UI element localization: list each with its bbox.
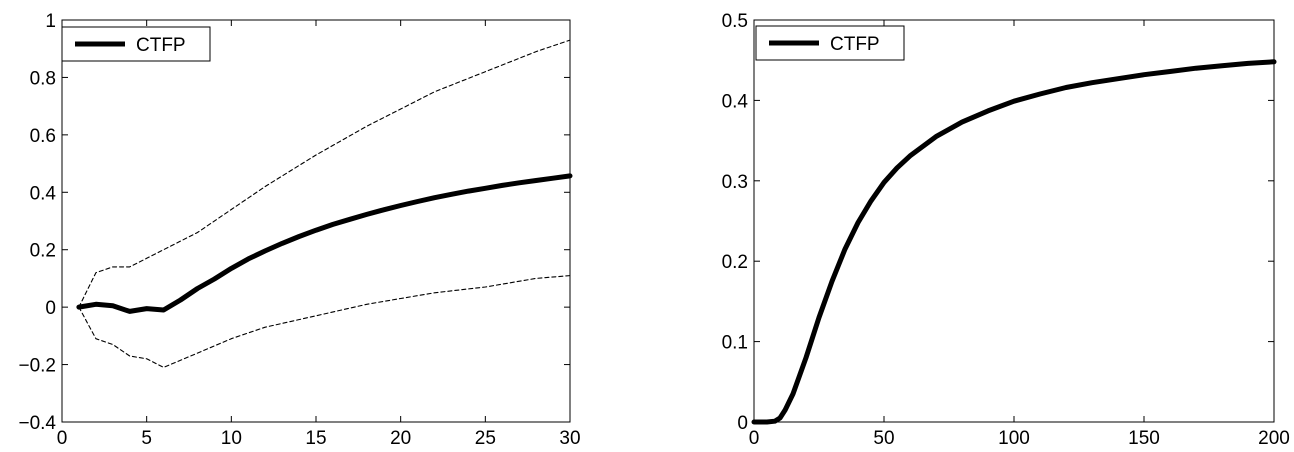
x-tick-label: 30 <box>559 428 580 449</box>
legend-label: CTFP <box>136 35 186 56</box>
upper-band-line <box>78 39 571 308</box>
y-tick-label: 0.2 <box>30 241 56 262</box>
y-tick-label: 0.2 <box>722 252 748 273</box>
y-tick-label: 0.8 <box>30 68 56 89</box>
plot-frame <box>753 19 1275 423</box>
y-tick-label: −0.4 <box>18 413 56 434</box>
x-tick-label: 150 <box>1128 428 1160 449</box>
x-tick-label: 100 <box>998 428 1030 449</box>
y-tick-label: 0.5 <box>722 11 748 32</box>
y-tick-label: 0.4 <box>30 183 57 204</box>
plot-frame <box>61 19 571 423</box>
x-tick-label: 15 <box>305 428 326 449</box>
lower-band-line <box>78 275 571 368</box>
y-tick-label: 0 <box>45 298 56 319</box>
x-tick-label: 0 <box>749 428 760 449</box>
right-chart: 0 50 100 150 200 0 0.1 0.2 0.3 0.4 0.5 CTFP <box>722 11 1290 449</box>
left-chart: 0 5 10 15 20 25 30 −0.4 −0.2 0 0.2 0.4 0.6 0.8 1 CTFP <box>18 11 580 449</box>
y-tick-label: −0.2 <box>18 356 56 377</box>
y-tick-label: 0.3 <box>722 172 748 193</box>
x-tick-label: 0 <box>57 428 68 449</box>
y-tick-label: 0 <box>737 413 748 434</box>
y-tick-label: 1 <box>45 11 56 32</box>
x-tick-label: 20 <box>390 428 411 449</box>
y-tick-label: 0.1 <box>722 333 748 354</box>
y-tick-label: 0.6 <box>30 126 56 147</box>
ctfp-line <box>76 173 573 314</box>
x-tick-label: 50 <box>873 428 894 449</box>
x-tick-label: 200 <box>1258 428 1290 449</box>
y-tick-label: 0.4 <box>722 91 749 112</box>
ctfp-line <box>751 59 1277 425</box>
x-tick-label: 25 <box>475 428 496 449</box>
x-tick-label: 5 <box>141 428 152 449</box>
legend: CTFP <box>61 26 211 62</box>
x-tick-label: 10 <box>221 428 242 449</box>
legend-label: CTFP <box>830 34 880 55</box>
legend: CTFP <box>755 25 905 61</box>
